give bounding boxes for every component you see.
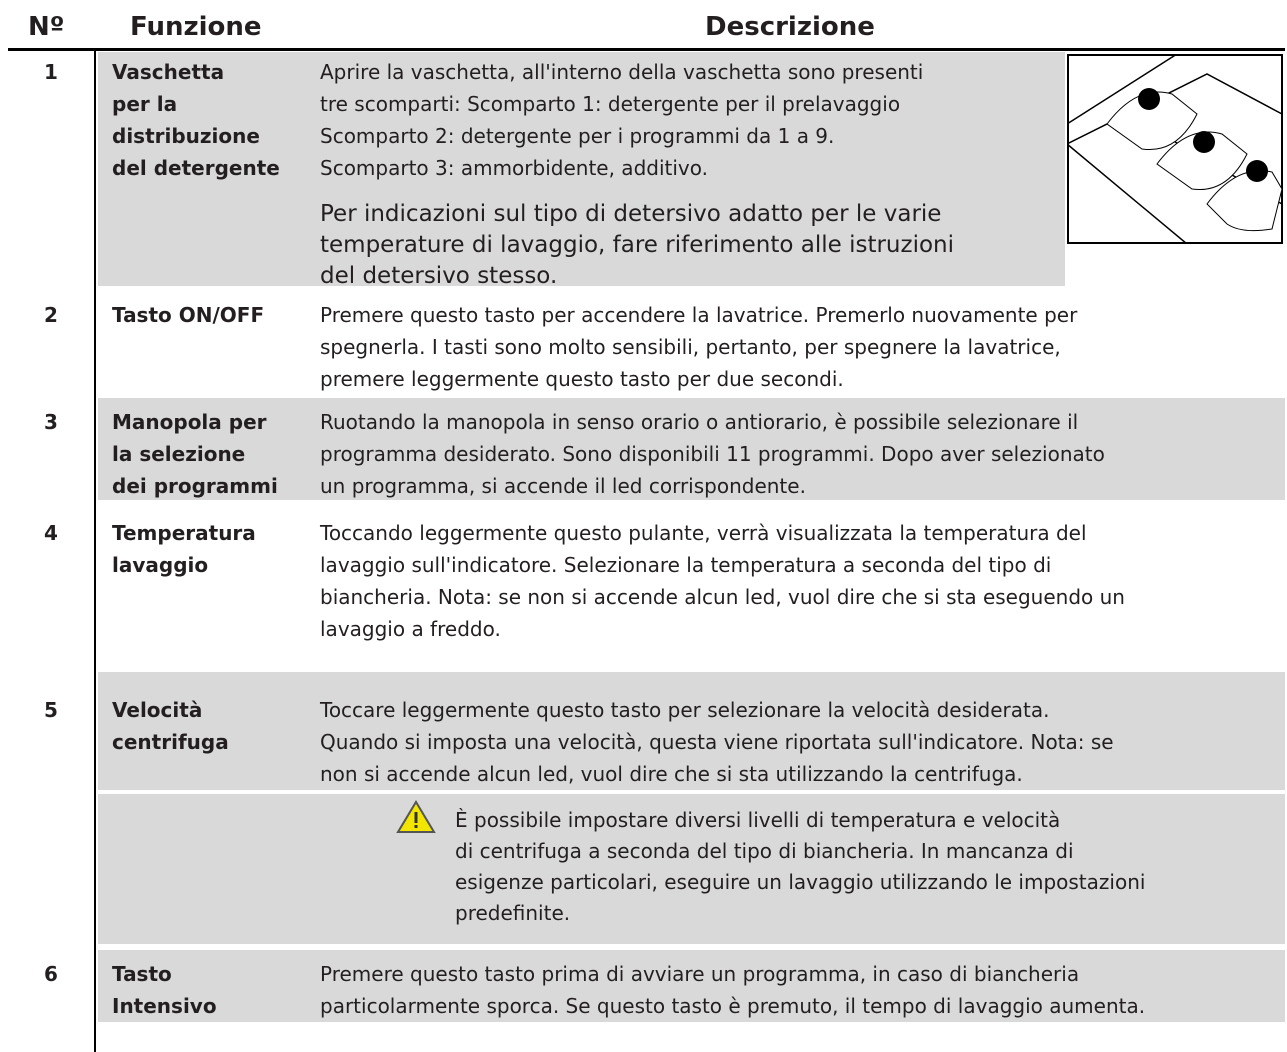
row-background [98, 398, 1285, 500]
row-background [98, 52, 1065, 286]
description-line: non si accende alcun led, vuol dire che … [320, 762, 1023, 786]
function-line: per la [112, 92, 178, 116]
row-number: 5 [44, 698, 58, 722]
row-number: 6 [44, 962, 58, 986]
description-line: Premere questo tasto per accendere la la… [320, 303, 1078, 327]
description-line: Premere questo tasto prima di avviare un… [320, 962, 1080, 986]
dispenser-image [1067, 54, 1283, 244]
function-line: del detergente [112, 156, 280, 180]
header-number: Nº [28, 12, 65, 42]
description-line: lavaggio a freddo. [320, 617, 501, 641]
column-rule [94, 51, 96, 1052]
description-line-large: del detersivo stesso. [320, 263, 558, 289]
note-line: esigenze particolari, eseguire un lavagg… [455, 870, 1146, 894]
note-background [98, 794, 1285, 944]
description-line: Ruotando la manopola in senso orario o a… [320, 410, 1079, 434]
header-description: Descrizione [705, 12, 875, 42]
function-line: Tasto ON/OFF [112, 303, 265, 327]
function-line: centrifuga [112, 730, 229, 754]
note-line: predefinite. [455, 901, 571, 925]
row-number: 1 [44, 60, 58, 84]
description-line: Quando si imposta una velocità, questa v… [320, 730, 1114, 754]
warning-icon [396, 800, 436, 833]
row-number: 4 [44, 521, 58, 545]
row-background [98, 950, 1285, 1022]
description-line: tre scomparti: Scomparto 1: detergente p… [320, 92, 901, 116]
row-background [98, 672, 1285, 790]
description-line: biancheria. Nota: se non si accende alcu… [320, 585, 1125, 609]
description-line: premere leggermente questo tasto per due… [320, 367, 844, 391]
description-line: particolarmente sporca. Se questo tasto … [320, 994, 1146, 1018]
description-line: Scomparto 2: detergente per i programmi … [320, 124, 835, 148]
description-line: Aprire la vaschetta, all'interno della v… [320, 60, 924, 84]
note-line: È possibile impostare diversi livelli di… [455, 808, 1061, 832]
header-function: Funzione [130, 12, 262, 42]
description-line-large: Per indicazioni sul tipo di detersivo ad… [320, 201, 942, 227]
description-line: Scomparto 3: ammorbidente, additivo. [320, 156, 708, 180]
function-line: lavaggio [112, 553, 209, 577]
description-line: Toccando leggermente questo pulante, ver… [320, 521, 1087, 545]
function-line: Temperatura [112, 521, 256, 545]
header-rule [8, 48, 1285, 51]
row-number: 3 [44, 410, 58, 434]
function-line: Tasto [112, 962, 172, 986]
function-line: Vaschetta [112, 60, 225, 84]
function-line: distribuzione [112, 124, 260, 148]
description-line: spegnerla. I tasti sono molto sensibili,… [320, 335, 1061, 359]
row-number: 2 [44, 303, 58, 327]
function-line: dei programmi [112, 474, 278, 498]
description-line: programma desiderato. Sono disponibili 1… [320, 442, 1105, 466]
description-line: un programma, si accende il led corrispo… [320, 474, 806, 498]
function-line: Velocità [112, 698, 203, 722]
function-line: Manopola per [112, 410, 267, 434]
function-line: la selezione [112, 442, 246, 466]
description-line: lavaggio sull'indicatore. Selezionare la… [320, 553, 1052, 577]
note-line: di centrifuga a seconda del tipo di bian… [455, 839, 1074, 863]
function-line: Intensivo [112, 994, 217, 1018]
description-line: Toccare leggermente questo tasto per sel… [320, 698, 1050, 722]
description-line-large: temperature di lavaggio, fare riferiment… [320, 232, 954, 258]
